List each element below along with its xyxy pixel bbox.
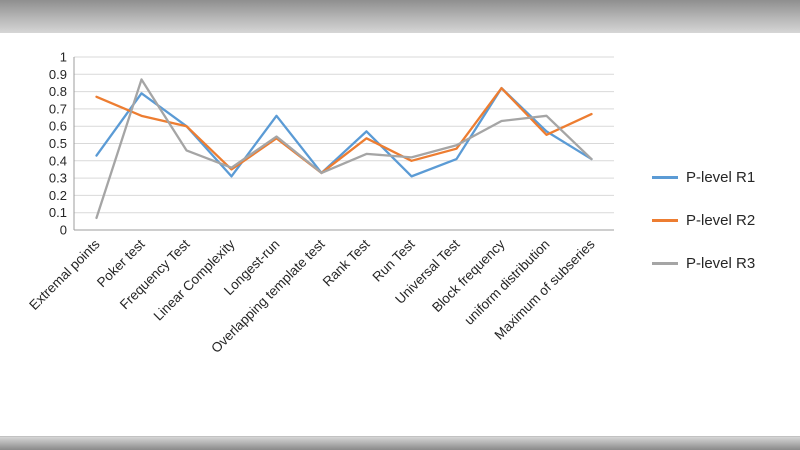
legend-item: P-level R3 bbox=[652, 255, 755, 272]
svg-text:Extremal points: Extremal points bbox=[26, 236, 103, 313]
legend-item: P-level R2 bbox=[652, 212, 755, 229]
chart-area: 1 0.9 0.8 0.7 0.6 0.5 0.4 0.3 0.2 0.1 0 Extremal po… bbox=[0, 33, 800, 437]
svg-text:Linear Complexity: Linear Complexity bbox=[151, 236, 238, 323]
svg-text:0.9: 0.9 bbox=[49, 67, 67, 82]
svg-text:0.4: 0.4 bbox=[49, 153, 67, 168]
svg-text:0.5: 0.5 bbox=[49, 136, 67, 151]
svg-text:0.8: 0.8 bbox=[49, 84, 67, 99]
window-bottom-band bbox=[0, 436, 800, 450]
legend-label: P-level R1 bbox=[686, 169, 756, 186]
svg-text:0: 0 bbox=[60, 223, 67, 238]
svg-text:0.1: 0.1 bbox=[49, 205, 67, 220]
svg-text:0.7: 0.7 bbox=[49, 101, 67, 116]
legend-item: P-level R1 bbox=[652, 169, 755, 186]
legend-label: P-level R2 bbox=[686, 212, 756, 229]
legend-swatch bbox=[652, 219, 678, 222]
svg-text:Rank Test: Rank Test bbox=[320, 236, 373, 289]
svg-text:1: 1 bbox=[60, 50, 67, 65]
svg-text:0.3: 0.3 bbox=[49, 171, 67, 186]
legend-label: P-level R3 bbox=[686, 255, 756, 272]
window-top-band bbox=[0, 0, 800, 34]
svg-text:uniform distribution: uniform distribution bbox=[461, 237, 552, 328]
legend-swatch bbox=[652, 262, 678, 265]
chart-legend: P-level R1 P-level R2 P-level R3 bbox=[652, 169, 755, 272]
svg-text:0.6: 0.6 bbox=[49, 119, 67, 134]
legend-swatch bbox=[652, 176, 678, 179]
svg-text:0.2: 0.2 bbox=[49, 188, 67, 203]
